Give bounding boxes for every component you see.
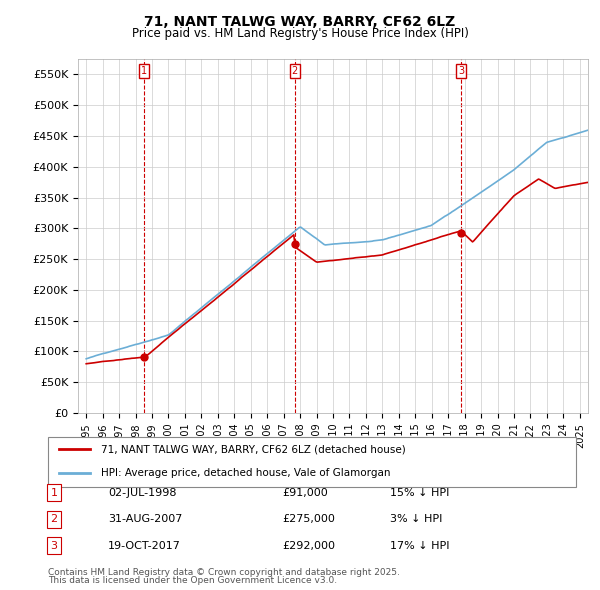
Text: 2: 2	[292, 66, 298, 76]
Text: 02-JUL-1998: 02-JUL-1998	[108, 488, 176, 497]
Text: 3: 3	[50, 541, 58, 550]
Text: 2: 2	[50, 514, 58, 524]
Text: 1: 1	[141, 66, 147, 76]
FancyBboxPatch shape	[48, 437, 576, 487]
Text: HPI: Average price, detached house, Vale of Glamorgan: HPI: Average price, detached house, Vale…	[101, 468, 391, 478]
Text: 31-AUG-2007: 31-AUG-2007	[108, 514, 182, 524]
Text: This data is licensed under the Open Government Licence v3.0.: This data is licensed under the Open Gov…	[48, 576, 337, 585]
Text: 3% ↓ HPI: 3% ↓ HPI	[390, 514, 442, 524]
Text: Price paid vs. HM Land Registry's House Price Index (HPI): Price paid vs. HM Land Registry's House …	[131, 27, 469, 40]
Text: Contains HM Land Registry data © Crown copyright and database right 2025.: Contains HM Land Registry data © Crown c…	[48, 568, 400, 577]
Text: £91,000: £91,000	[282, 488, 328, 497]
Text: 17% ↓ HPI: 17% ↓ HPI	[390, 541, 449, 550]
Text: 15% ↓ HPI: 15% ↓ HPI	[390, 488, 449, 497]
Text: 3: 3	[458, 66, 464, 76]
Text: £292,000: £292,000	[282, 541, 335, 550]
Text: 1: 1	[50, 488, 58, 497]
Text: 71, NANT TALWG WAY, BARRY, CF62 6LZ: 71, NANT TALWG WAY, BARRY, CF62 6LZ	[145, 15, 455, 29]
Text: 71, NANT TALWG WAY, BARRY, CF62 6LZ (detached house): 71, NANT TALWG WAY, BARRY, CF62 6LZ (det…	[101, 444, 406, 454]
Text: 19-OCT-2017: 19-OCT-2017	[108, 541, 181, 550]
Text: £275,000: £275,000	[282, 514, 335, 524]
